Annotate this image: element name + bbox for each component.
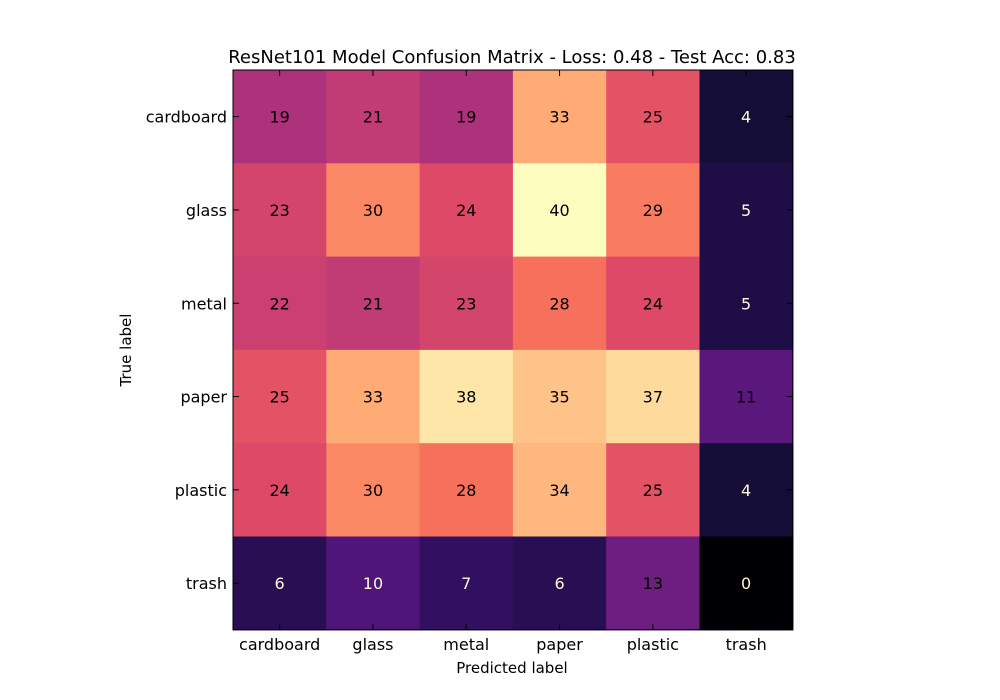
cell-value-label: 7 bbox=[461, 574, 471, 593]
y-tick-label: metal bbox=[181, 294, 227, 313]
cell-value-label: 6 bbox=[554, 574, 564, 593]
heatmap-cell bbox=[606, 256, 701, 351]
cell-value-label: 30 bbox=[363, 481, 383, 500]
cell-value-label: 4 bbox=[741, 108, 751, 127]
heatmap-cell bbox=[233, 163, 327, 258]
x-tick-label: trash bbox=[726, 635, 767, 654]
cell-value-label: 28 bbox=[456, 481, 476, 500]
cell-value-label: 23 bbox=[456, 294, 476, 313]
x-axis-tick-labels: cardboard glass metal paper plastic trash bbox=[239, 635, 767, 654]
heatmap-cell bbox=[326, 536, 421, 631]
cell-value-label: 5 bbox=[741, 294, 751, 313]
x-tick-label: glass bbox=[352, 635, 393, 654]
cell-value-label: 13 bbox=[643, 574, 663, 593]
cell-value-label: 21 bbox=[363, 108, 383, 127]
plot-frame bbox=[232, 69, 794, 631]
heatmap-cell bbox=[326, 349, 421, 444]
y-tick-label: paper bbox=[180, 388, 227, 407]
y-axis-tick-labels: cardboard glass metal paper plastic trash bbox=[146, 108, 228, 594]
heatmap-cell-labels: 19 21 19 33 25 423 30 24 40 29 522 21 23 28 24 525 33 38 3… bbox=[269, 108, 756, 594]
y-tick-label: trash bbox=[186, 574, 227, 593]
heatmap-cell bbox=[699, 256, 794, 351]
cell-value-label: 22 bbox=[269, 294, 289, 313]
heatmap-cells bbox=[233, 70, 794, 631]
cell-value-label: 11 bbox=[736, 388, 756, 407]
heatmap-cell bbox=[326, 163, 421, 258]
heatmap-cell bbox=[419, 443, 514, 538]
cell-value-label: 38 bbox=[456, 388, 476, 407]
cell-value-label: 40 bbox=[549, 201, 569, 220]
chart-title: ResNet101 Model Confusion Matrix - Loss:… bbox=[228, 47, 796, 68]
heatmap-cell bbox=[233, 256, 327, 351]
heatmap-cell bbox=[699, 163, 794, 258]
heatmap-cell bbox=[606, 163, 701, 258]
cell-value-label: 21 bbox=[363, 294, 383, 313]
heatmap-cell bbox=[512, 349, 607, 444]
heatmap-cell bbox=[233, 443, 327, 538]
heatmap-cell bbox=[606, 443, 701, 538]
cell-value-label: 33 bbox=[549, 108, 569, 127]
heatmap-cell bbox=[419, 536, 514, 631]
heatmap-cell bbox=[512, 443, 607, 538]
y-axis-label: True label bbox=[117, 314, 135, 388]
heatmap-cell bbox=[326, 70, 421, 164]
heatmap-cell bbox=[699, 349, 794, 444]
heatmap-cell bbox=[419, 70, 514, 164]
heatmap-cell bbox=[606, 70, 701, 164]
cell-value-label: 37 bbox=[643, 388, 663, 407]
heatmap-cell bbox=[233, 536, 327, 631]
cell-value-label: 23 bbox=[269, 201, 289, 220]
y-tick-label: glass bbox=[186, 201, 227, 220]
heatmap-cell bbox=[233, 70, 327, 164]
heatmap-cell bbox=[419, 256, 514, 351]
axis-ticks bbox=[233, 70, 793, 630]
cell-value-label: 19 bbox=[456, 108, 476, 127]
x-tick-label: metal bbox=[443, 635, 489, 654]
cell-value-label: 24 bbox=[269, 481, 289, 500]
heatmap-cell bbox=[699, 443, 794, 538]
cell-value-label: 5 bbox=[741, 201, 751, 220]
heatmap-cell bbox=[606, 536, 701, 631]
heatmap-cell bbox=[326, 256, 421, 351]
heatmap-cell bbox=[699, 70, 794, 164]
heatmap-cell bbox=[419, 163, 514, 258]
cell-value-label: 24 bbox=[456, 201, 476, 220]
x-tick-label: cardboard bbox=[239, 635, 320, 654]
cell-value-label: 34 bbox=[549, 481, 569, 500]
cell-value-label: 30 bbox=[363, 201, 383, 220]
cell-value-label: 24 bbox=[643, 294, 663, 313]
cell-value-label: 4 bbox=[741, 481, 751, 500]
cell-value-label: 25 bbox=[643, 108, 663, 127]
heatmap-cell bbox=[326, 443, 421, 538]
y-tick-label: plastic bbox=[175, 481, 227, 500]
heatmap-cell bbox=[699, 536, 794, 631]
y-tick-label: cardboard bbox=[146, 108, 227, 127]
x-axis-label: Predicted label bbox=[456, 659, 567, 677]
cell-value-label: 28 bbox=[549, 294, 569, 313]
cell-value-label: 25 bbox=[269, 388, 289, 407]
heatmap-cell bbox=[512, 536, 607, 631]
heatmap-cell bbox=[606, 349, 701, 444]
x-tick-label: plastic bbox=[627, 635, 679, 654]
cell-value-label: 33 bbox=[363, 388, 383, 407]
cell-value-label: 0 bbox=[741, 574, 751, 593]
cell-value-label: 10 bbox=[363, 574, 383, 593]
heatmap-cell bbox=[419, 349, 514, 444]
cell-value-label: 6 bbox=[275, 574, 285, 593]
cell-value-label: 19 bbox=[269, 108, 289, 127]
heatmap-cell bbox=[512, 163, 607, 258]
cell-value-label: 25 bbox=[643, 481, 663, 500]
x-tick-label: paper bbox=[536, 635, 583, 654]
cell-value-label: 35 bbox=[549, 388, 569, 407]
heatmap-cell bbox=[233, 349, 327, 444]
heatmap-cell bbox=[512, 256, 607, 351]
cell-value-label: 29 bbox=[643, 201, 663, 220]
heatmap-cell bbox=[512, 70, 607, 164]
